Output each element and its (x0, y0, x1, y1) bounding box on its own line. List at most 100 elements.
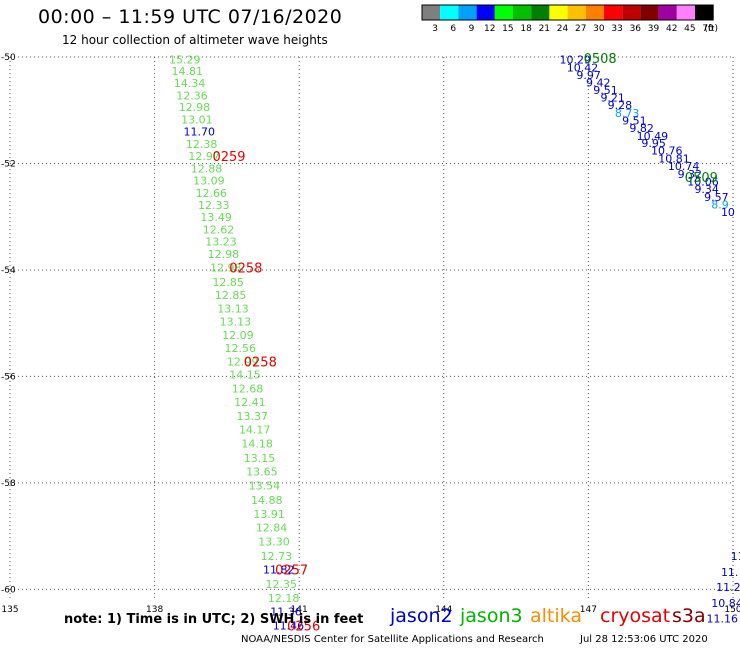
track-a-reading: 11.82 (263, 564, 295, 577)
longitude-label: 141 (291, 605, 308, 615)
colorbar-label: 30 (593, 24, 605, 34)
footer-organization: NOAA/NESDIS Center for Satellite Applica… (241, 634, 544, 645)
pass-time-label: 0259 (212, 150, 245, 165)
track-b-reading: 10.74 (668, 160, 700, 173)
track-b-reading: 10 (721, 206, 735, 219)
track-b-reading: 10.49 (637, 130, 669, 143)
track-a-reading: 12.56 (224, 342, 256, 355)
colorbar-label: 12 (484, 24, 495, 34)
track-b-reading: 10.76 (651, 145, 683, 158)
colorbar-label: 36 (630, 24, 642, 34)
track-a-reading: 12.99 (227, 356, 259, 369)
colorbar-label: 6 (450, 24, 456, 34)
track-b-reading: 9.82 (629, 122, 654, 135)
track-b-reading: 9.51 (622, 114, 647, 127)
colorbar-swatch-15 (494, 5, 513, 20)
pass-time-label: 0257 (275, 564, 308, 579)
colorbar-label: 42 (666, 24, 677, 34)
colorbar-swatch-6 (440, 5, 459, 20)
footnote: note: 1) Time is in UTC; 2) SWH is in fe… (64, 612, 364, 627)
colorbar-swatch-30 (585, 5, 604, 20)
colorbar-label: 3 (432, 24, 438, 34)
latitude-label: -58 (1, 479, 16, 489)
track-a-reading: 12.62 (203, 223, 235, 236)
colorbar-label: 18 (520, 24, 532, 34)
colorbar-label: 21 (539, 24, 550, 34)
track-a-reading: 12.98 (210, 261, 242, 274)
track-a-reading: 13.13 (220, 316, 252, 329)
legend-altika: altika (530, 605, 582, 627)
track-c-reading: 11 (731, 550, 740, 563)
colorbar-label: 45 (684, 24, 695, 34)
track-b-reading: 9.57 (704, 191, 729, 204)
footer-timestamp: Jul 28 12:53:06 UTC 2020 (580, 634, 708, 645)
colorbar-label: 70 (702, 24, 714, 34)
longitude-label: 150 (724, 605, 740, 615)
track-c-reading: 11. (721, 566, 739, 579)
colorbar-label: 27 (575, 24, 586, 34)
latitude-label: -54 (1, 266, 16, 276)
track-b-reading: 9.32 (678, 168, 703, 181)
track-a-reading: 12.18 (268, 592, 300, 605)
track-a-reading: 12.85 (215, 289, 247, 302)
legend-jason2: jason2 (390, 605, 453, 627)
track-c-reading: 11.16 (706, 613, 738, 626)
track-a-reading: 13.30 (258, 535, 290, 548)
pass-time-label: 0258 (229, 261, 262, 276)
colorbar-swatch-39 (640, 5, 659, 20)
track-a-reading: 14.18 (241, 437, 272, 450)
colorbar-swatch-45 (676, 5, 695, 20)
legend-cryosat: cryosat (600, 605, 671, 627)
colorbar-label: 33 (611, 24, 622, 34)
colorbar-label: 15 (502, 24, 513, 34)
track-a-reading: 13.01 (181, 113, 213, 126)
colorbar-unit: (ft) (704, 24, 718, 34)
track-a-reading: 14.88 (251, 494, 283, 507)
track-b-reading: 10.81 (658, 153, 690, 166)
track-b-reading: 9.34 (694, 183, 719, 196)
track-a-reading: 12.33 (198, 199, 230, 212)
track-a-reading: 13.54 (249, 480, 281, 493)
track-b-reading: 10.29 (559, 54, 591, 67)
colorbar-swatch-18 (513, 5, 532, 20)
track-a-reading: 12.88 (191, 162, 223, 175)
track-a-reading: 13.15 (244, 452, 276, 465)
latitude-label: -56 (1, 372, 16, 382)
legend-s3a: s3a (672, 605, 706, 627)
track-a-reading: 13.91 (253, 508, 285, 521)
colorbar-label: 24 (557, 24, 569, 34)
legend-jason3: jason3 (460, 605, 523, 627)
track-a-reading: 15.29 (169, 54, 201, 67)
track-b-reading: 8.9 (711, 198, 729, 211)
colorbar-swatch-21 (531, 5, 550, 20)
colorbar-swatch-3 (422, 5, 441, 20)
track-b-reading: 9.97 (576, 69, 601, 82)
pass-time-label: 0509 (685, 171, 718, 186)
colorbar-label: 39 (648, 24, 660, 34)
track-a-reading: 12.09 (222, 329, 254, 342)
map-subtitle: 12 hour collection of altimeter wave hei… (62, 33, 328, 47)
track-a-reading: 13.49 (200, 211, 232, 224)
track-a-reading: 12.97 (188, 150, 220, 163)
track-a-reading: 12.98 (208, 248, 240, 261)
track-a-reading: 12.41 (234, 396, 266, 409)
track-b-reading: 9.95 (641, 137, 666, 150)
track-a-reading: 12.84 (256, 522, 288, 535)
track-a-reading: 13.09 (193, 175, 225, 188)
track-a-reading: 12.73 (261, 550, 293, 563)
track-c-reading: 10.84 (711, 597, 740, 610)
track-b-reading: 9.21 (600, 91, 625, 104)
latitude-label: -50 (1, 53, 16, 63)
colorbar-frame (421, 4, 714, 21)
latitude-label: -60 (1, 585, 16, 595)
colorbar-swatch-9 (458, 5, 477, 20)
track-b-reading: 9.28 (608, 99, 633, 112)
track-a-reading: 12.38 (186, 138, 218, 151)
map-title: 00:00 – 11:59 UTC 07/16/2020 (38, 6, 343, 28)
longitude-label: 138 (146, 605, 163, 615)
track-a-reading: 12.98 (179, 101, 211, 114)
track-a-reading: 11.36 (270, 606, 302, 619)
colorbar-swatch-12 (476, 5, 495, 20)
track-a-reading: 14.15 (229, 368, 261, 381)
